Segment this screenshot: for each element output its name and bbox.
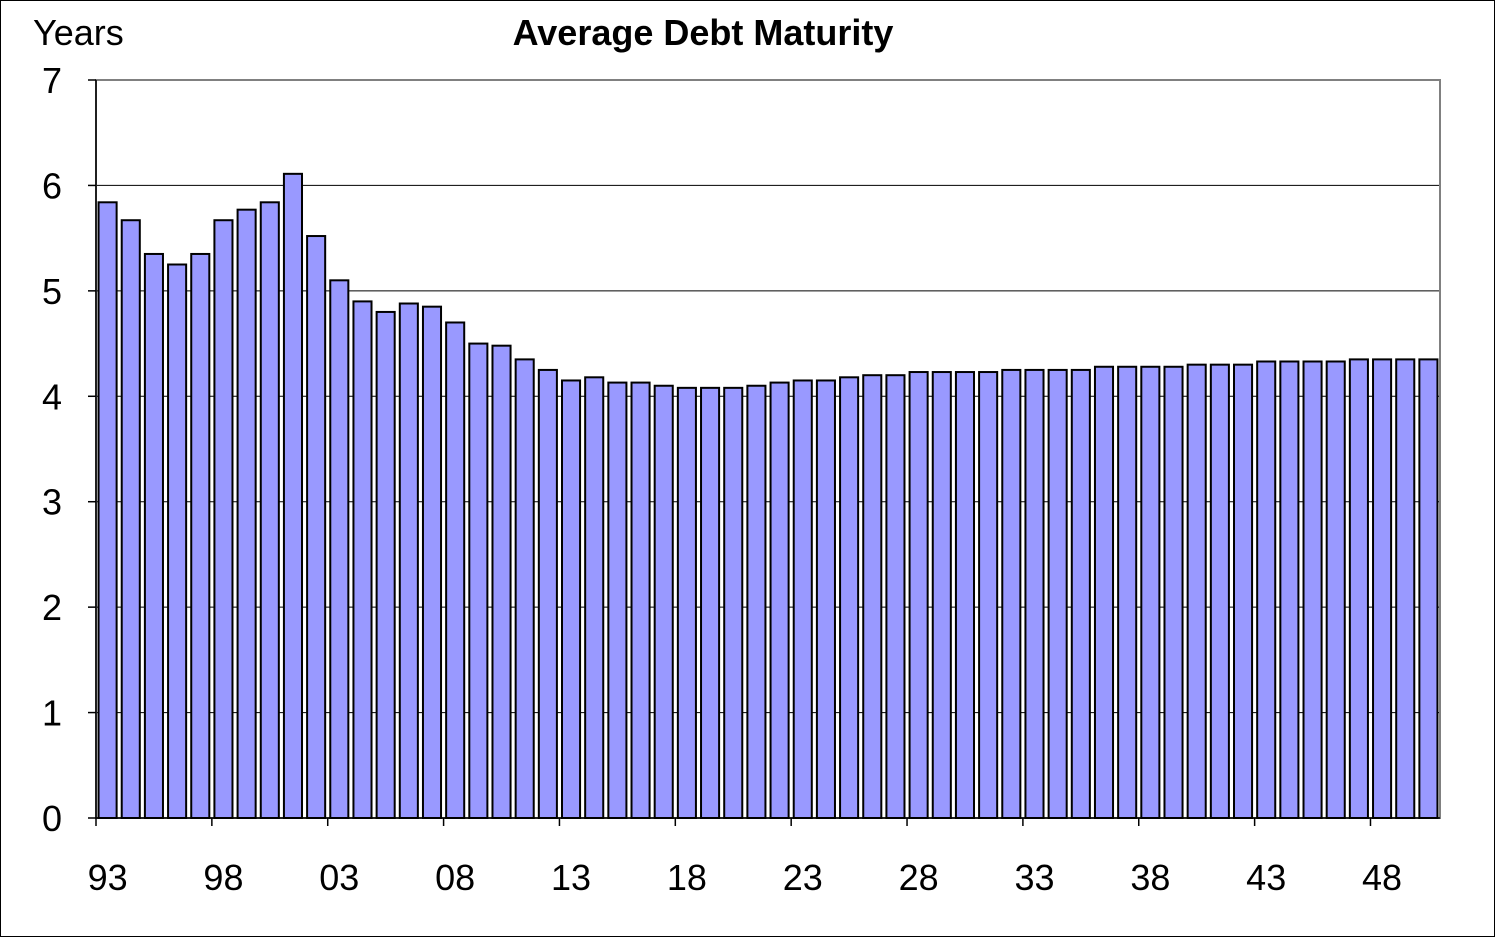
- bar-96: [167, 263, 188, 819]
- bar-10: [491, 344, 512, 819]
- bar-19: [700, 386, 721, 819]
- x-tick-label: 93: [88, 857, 128, 898]
- bar-11: [514, 358, 535, 819]
- bar-49: [1395, 358, 1416, 819]
- bar-16: [630, 381, 651, 819]
- bar-39: [1163, 365, 1184, 819]
- bar-24: [815, 379, 836, 819]
- y-tick-label: 2: [42, 587, 62, 628]
- x-tick-label: 38: [1130, 857, 1170, 898]
- x-tick-label: 28: [899, 857, 939, 898]
- bar-08: [445, 321, 466, 819]
- bar-23: [792, 379, 813, 819]
- bar-00: [259, 201, 280, 820]
- bar-45: [1302, 360, 1323, 819]
- x-tick-label: 03: [319, 857, 359, 898]
- y-tick-label: 1: [42, 693, 62, 734]
- bar-02: [306, 235, 327, 819]
- bar-36: [1093, 365, 1115, 819]
- bar-20: [723, 386, 744, 819]
- bar-33: [1024, 368, 1045, 819]
- y-tick-label: 6: [42, 165, 62, 206]
- x-tick-label: 18: [667, 857, 707, 898]
- x-tick-label: 13: [551, 857, 591, 898]
- bar-41: [1209, 363, 1230, 819]
- chart-title: Average Debt Maturity: [513, 12, 894, 53]
- bar-47: [1348, 358, 1369, 819]
- bar-04: [352, 300, 373, 819]
- bar-95: [143, 252, 164, 819]
- bar-31: [978, 371, 999, 819]
- bar-98: [213, 219, 234, 820]
- bar-38: [1140, 365, 1161, 819]
- x-tick-label: 33: [1014, 857, 1054, 898]
- bar-27: [885, 374, 906, 819]
- axes: [95, 80, 1440, 819]
- bar-18: [676, 386, 697, 819]
- y-tick-label: 7: [42, 60, 62, 101]
- x-tick-label: 08: [435, 857, 475, 898]
- bar-37: [1117, 365, 1138, 819]
- bar-13: [560, 379, 582, 819]
- x-tick-label: 43: [1246, 857, 1286, 898]
- bar-48: [1372, 358, 1393, 819]
- y-tick-label: 0: [42, 798, 62, 839]
- bar-22: [769, 381, 790, 819]
- bar-06: [398, 302, 419, 820]
- y-axis-label: Years: [33, 12, 124, 53]
- bar-32: [1001, 368, 1022, 819]
- bar-93: [97, 201, 118, 820]
- bar-03: [329, 279, 350, 820]
- bar-26: [862, 374, 883, 819]
- x-ticks: 93 98 03 08 13 18 23 28 33 38 43 48: [88, 818, 1402, 898]
- y-ticks: 0 1 2 3 4 5 6 7: [42, 60, 96, 839]
- bar-50: [1418, 358, 1439, 819]
- x-tick-label: 23: [783, 857, 823, 898]
- bar-97: [190, 252, 211, 819]
- bar-29: [931, 371, 952, 819]
- y-tick-label: 4: [42, 376, 62, 417]
- x-tick-label: 48: [1362, 857, 1402, 898]
- x-tick-label: 98: [203, 857, 243, 898]
- bar-21: [746, 384, 767, 819]
- bar-46: [1325, 360, 1346, 819]
- bar-25: [839, 376, 860, 819]
- bar-42: [1232, 363, 1254, 819]
- bar-44: [1279, 360, 1300, 819]
- bar-07: [421, 305, 443, 819]
- bar-40: [1186, 363, 1207, 819]
- y-tick-label: 3: [42, 482, 62, 523]
- bar-28: [908, 371, 929, 819]
- y-tick-label: 5: [42, 271, 62, 312]
- bar-30: [954, 371, 976, 819]
- bar-05: [375, 310, 396, 819]
- bar-15: [607, 381, 628, 819]
- bars: [97, 172, 1439, 820]
- bar-34: [1047, 368, 1068, 819]
- bar-43: [1256, 360, 1277, 819]
- bar-94: [120, 219, 141, 820]
- bar-17: [653, 384, 674, 819]
- bar-14: [584, 376, 605, 819]
- bar-01: [282, 172, 304, 819]
- bar-12: [537, 368, 558, 819]
- bar-99: [236, 208, 257, 820]
- bar-35: [1070, 368, 1091, 819]
- bar-09: [468, 342, 489, 819]
